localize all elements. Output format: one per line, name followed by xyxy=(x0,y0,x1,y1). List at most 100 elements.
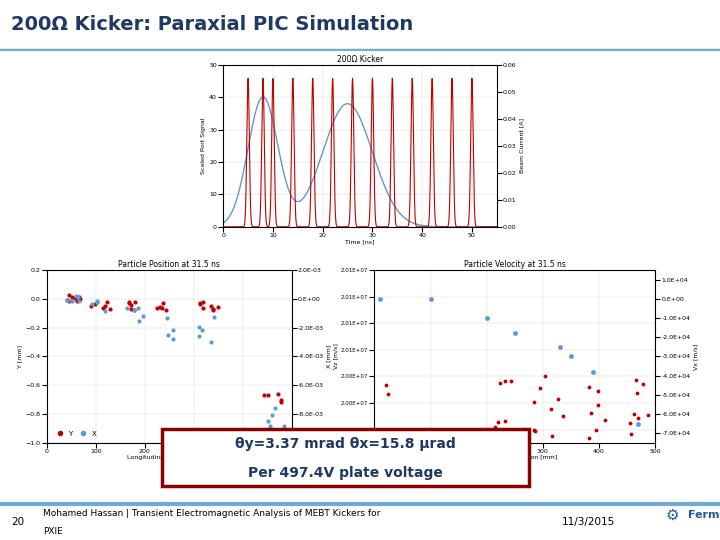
Point xyxy=(594,443,606,451)
Point xyxy=(62,296,73,305)
Point xyxy=(66,293,78,301)
Point xyxy=(194,299,205,308)
Y-axis label: X [mm]: X [mm] xyxy=(327,345,332,368)
Point xyxy=(588,367,599,376)
Point xyxy=(258,391,270,400)
Point xyxy=(73,293,85,301)
Point xyxy=(86,301,97,310)
Point xyxy=(500,417,511,426)
X-axis label: Longitudinal Position [mm]: Longitudinal Position [mm] xyxy=(472,455,557,461)
Point xyxy=(481,314,492,322)
Point xyxy=(156,303,168,312)
Point xyxy=(158,299,169,307)
Point xyxy=(71,296,83,305)
Point xyxy=(626,430,637,438)
Point xyxy=(557,411,569,420)
Point xyxy=(104,305,116,313)
Point xyxy=(196,326,207,334)
Y-axis label: Beam Current [A]: Beam Current [A] xyxy=(520,118,525,173)
Text: θy=3.37 mrad θx=15.8 μrad: θy=3.37 mrad θx=15.8 μrad xyxy=(235,437,456,451)
Point xyxy=(123,298,135,307)
Point xyxy=(642,411,654,420)
Point xyxy=(545,405,557,414)
Point xyxy=(638,380,649,388)
Point xyxy=(272,428,284,436)
Point xyxy=(167,334,179,343)
Point xyxy=(73,296,85,305)
Point xyxy=(123,298,135,307)
Point xyxy=(509,431,521,440)
Point xyxy=(132,304,143,313)
Point xyxy=(534,383,545,392)
Point xyxy=(266,411,278,420)
Point xyxy=(208,313,220,321)
Legend: Y, X: Y, X xyxy=(50,428,99,440)
Point xyxy=(197,298,209,306)
Point xyxy=(275,396,287,405)
Point xyxy=(499,377,510,386)
X-axis label: Time [ns]: Time [ns] xyxy=(346,239,374,245)
Point xyxy=(91,298,103,306)
Point xyxy=(539,441,550,450)
Point xyxy=(125,301,137,309)
Point xyxy=(275,398,287,407)
Point xyxy=(539,448,551,456)
Point xyxy=(264,422,276,430)
Point xyxy=(97,303,109,312)
Point xyxy=(151,303,163,312)
Point xyxy=(508,441,519,450)
Point xyxy=(163,331,174,340)
Point xyxy=(205,338,217,346)
Point xyxy=(102,298,113,306)
Point xyxy=(122,304,133,313)
Point xyxy=(382,389,394,398)
Point xyxy=(198,303,210,312)
Point xyxy=(509,329,521,338)
Point xyxy=(552,395,564,404)
Point xyxy=(129,306,140,314)
Text: PXIE: PXIE xyxy=(43,527,63,536)
Point xyxy=(99,301,110,310)
Point xyxy=(425,294,436,303)
Title: Particle Velocity at 31.5 ns: Particle Velocity at 31.5 ns xyxy=(464,260,566,269)
Text: 11/3/2015: 11/3/2015 xyxy=(562,517,615,527)
Point xyxy=(633,413,644,422)
Title: Particle Position at 31.5 ns: Particle Position at 31.5 ns xyxy=(118,260,220,269)
Point xyxy=(72,293,84,302)
Point xyxy=(585,409,597,417)
Point xyxy=(207,305,219,314)
Point xyxy=(559,440,571,449)
Point xyxy=(194,299,206,308)
Point xyxy=(624,418,636,427)
X-axis label: Longitudinal Position [mm]: Longitudinal Position [mm] xyxy=(127,455,212,461)
Point xyxy=(91,297,103,306)
Point xyxy=(590,426,602,434)
Text: Fermilab: Fermilab xyxy=(688,510,720,520)
Point xyxy=(168,326,179,334)
Point xyxy=(646,451,657,460)
Point xyxy=(205,301,217,310)
Point xyxy=(269,404,280,413)
Point xyxy=(380,380,392,389)
Point xyxy=(640,447,652,456)
Point xyxy=(63,296,74,305)
Point xyxy=(63,291,74,300)
Point xyxy=(137,312,148,320)
Point xyxy=(272,390,284,399)
Point xyxy=(212,303,223,312)
Point xyxy=(66,297,78,306)
Point xyxy=(583,434,595,443)
Y-axis label: Scaled Port Signal: Scaled Port Signal xyxy=(202,118,207,174)
Point xyxy=(194,331,205,340)
Point xyxy=(633,419,644,428)
Point xyxy=(262,391,274,400)
Text: 20: 20 xyxy=(11,517,24,527)
Point xyxy=(99,306,111,315)
Point xyxy=(546,431,558,440)
Point xyxy=(489,422,500,431)
Point xyxy=(592,387,603,395)
Text: ⚙: ⚙ xyxy=(666,508,680,522)
Point xyxy=(495,379,506,387)
Point xyxy=(61,295,73,304)
Point xyxy=(630,376,642,384)
